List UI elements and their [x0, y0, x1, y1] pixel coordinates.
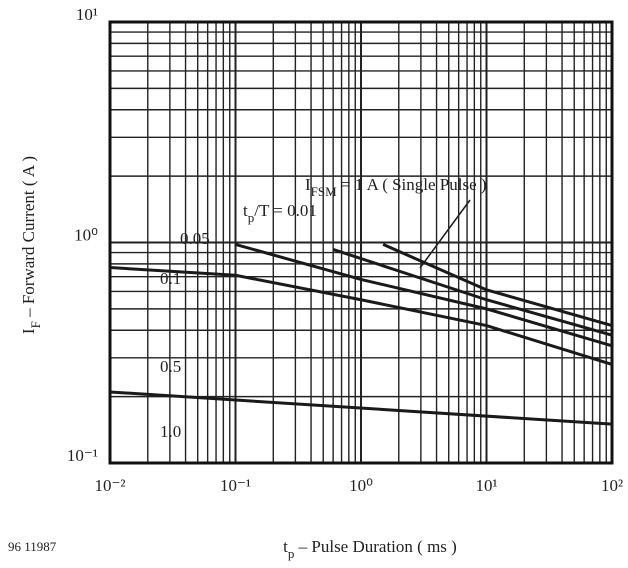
plot-frame: [108, 20, 614, 465]
x-tick-label: 10⁰: [349, 476, 373, 495]
annotation-part: FSM: [311, 184, 337, 199]
x-axis-title-part: – Pulse Duration ( ms ): [294, 537, 456, 556]
y-tick-label: 10⁰: [74, 225, 98, 244]
annotation: IFSM = 1 A ( Single Pulse ): [305, 175, 487, 200]
curve: [235, 242, 613, 348]
x-tick-label: 10²: [601, 476, 623, 495]
x-axis-title-part: p: [288, 546, 295, 561]
y-axis-title-part: F: [28, 321, 43, 328]
y-tick-label: 10¹: [76, 5, 98, 24]
x-axis-title-part: t: [283, 537, 288, 556]
annotation-part: p: [248, 210, 255, 225]
curve: [109, 266, 613, 366]
x-axis-title: tp – Pulse Duration ( ms ): [283, 537, 457, 562]
annotation-part: t: [243, 201, 248, 220]
annotation: tp/T = 0.01: [243, 201, 317, 226]
annotation-part: = 1 A ( Single Pulse ): [337, 175, 487, 194]
x-tick-label: 10⁻¹: [220, 476, 251, 495]
curve: [382, 243, 613, 328]
y-axis-title-part: – Forward Current ( A ): [19, 156, 38, 321]
y-tick-label: 10⁻¹: [67, 446, 98, 465]
annotation: 0.05: [180, 229, 210, 248]
y-axis-title-part: I: [19, 328, 38, 334]
footnote: 96 11987: [8, 539, 57, 554]
x-tick-label: 10⁻²: [94, 476, 125, 495]
annotation: 1.0: [160, 422, 181, 441]
y-axis-title: IF – Forward Current ( A ): [19, 156, 44, 334]
curve: [332, 248, 613, 337]
curve: [109, 390, 613, 426]
annotation-part: /T = 0.01: [254, 201, 317, 220]
annotation: 0.1: [160, 269, 181, 288]
annotation-part: I: [305, 175, 311, 194]
x-tick-label: 10¹: [475, 476, 497, 495]
leader-line: [419, 199, 471, 269]
annotation: 0.5: [160, 357, 181, 376]
